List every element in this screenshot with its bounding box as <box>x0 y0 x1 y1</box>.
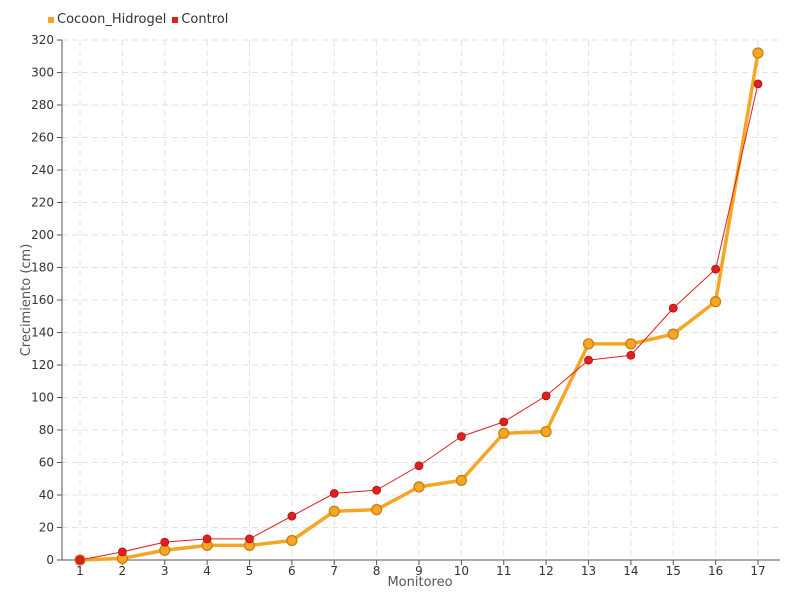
point-control <box>584 355 593 365</box>
legend: Cocoon_Hidrogel Control <box>48 12 228 27</box>
point-control <box>668 303 678 313</box>
y-tick-label: 60 <box>39 456 54 470</box>
y-tick-label: 160 <box>31 293 54 307</box>
x-tick-label: 15 <box>666 564 681 578</box>
legend-swatch-control <box>172 16 179 23</box>
point-control <box>711 264 721 274</box>
x-tick-label: 4 <box>203 564 211 578</box>
y-tick-label: 320 <box>31 33 54 47</box>
axes: 0 20 40 60 80 100 120 140 160 180 200 220 240 260 280 3… <box>31 33 780 578</box>
y-tick-label: 40 <box>39 488 54 502</box>
y-tick-label: 140 <box>31 326 54 340</box>
x-tick-label: 10 <box>454 564 469 578</box>
point-cocoon <box>413 481 425 493</box>
point-cocoon <box>582 338 595 350</box>
point-control <box>753 79 763 89</box>
x-tick-label: 13 <box>581 564 596 578</box>
y-tick-label: 200 <box>31 228 54 242</box>
point-control <box>499 417 509 427</box>
legend-item-control[interactable]: Control <box>172 12 228 27</box>
x-tick-label: 3 <box>161 564 169 578</box>
x-tick-label: 17 <box>750 564 765 578</box>
point-cocoon <box>455 474 467 486</box>
point-control <box>160 537 170 547</box>
point-cocoon <box>371 504 383 516</box>
point-control <box>541 391 551 401</box>
y-tick-label: 20 <box>39 521 54 535</box>
y-tick-label: 220 <box>31 196 54 210</box>
x-tick-label: 7 <box>330 564 338 578</box>
point-cocoon <box>667 328 679 340</box>
x-tick-label: 12 <box>538 564 553 578</box>
point-cocoon <box>710 296 722 308</box>
point-control <box>117 547 127 557</box>
legend-label-cocoon: Cocoon_Hidrogel <box>57 12 167 27</box>
point-control <box>414 461 424 471</box>
x-tick-label: 14 <box>623 564 638 578</box>
point-cocoon <box>540 426 552 438</box>
point-control <box>372 485 382 495</box>
y-tick-label: 100 <box>31 391 54 405</box>
point-cocoon <box>159 544 171 556</box>
x-tick-label: 16 <box>708 564 723 578</box>
x-tick-label: 6 <box>288 564 296 578</box>
y-tick-label: 240 <box>31 163 54 177</box>
x-tick-label: 1 <box>76 564 84 578</box>
y-axis-label: Crecimiento (cm) <box>19 244 34 357</box>
y-tick-label: 0 <box>46 553 54 567</box>
point-control <box>245 534 254 544</box>
x-axis-label: Monitoreo <box>387 575 452 590</box>
y-tick-label: 300 <box>31 66 54 80</box>
point-control <box>329 488 339 498</box>
point-cocoon <box>752 47 764 59</box>
point-cocoon <box>328 505 340 517</box>
point-control <box>456 432 466 441</box>
y-tick-label: 80 <box>39 423 54 437</box>
point-cocoon <box>286 534 298 547</box>
x-tick-label: 8 <box>373 564 381 578</box>
y-tick-label: 260 <box>31 131 54 145</box>
y-tick-label: 120 <box>31 358 54 372</box>
legend-label-control: Control <box>181 12 229 27</box>
series-layer <box>74 47 764 566</box>
point-control <box>626 350 636 360</box>
legend-item-cocoon[interactable]: Cocoon_Hidrogel <box>48 12 166 27</box>
point-control <box>75 555 85 565</box>
x-tick-label: 11 <box>496 564 511 578</box>
x-tick-label: 9 <box>415 564 423 578</box>
point-control <box>287 511 297 521</box>
point-control <box>202 534 212 544</box>
x-tick-label: 5 <box>246 564 254 578</box>
legend-swatch-cocoon <box>48 16 54 23</box>
point-cocoon <box>498 427 510 439</box>
y-tick-label: 280 <box>31 98 54 112</box>
x-tick-label: 2 <box>119 564 127 578</box>
point-cocoon <box>625 338 637 350</box>
y-tick-label: 180 <box>31 261 54 275</box>
